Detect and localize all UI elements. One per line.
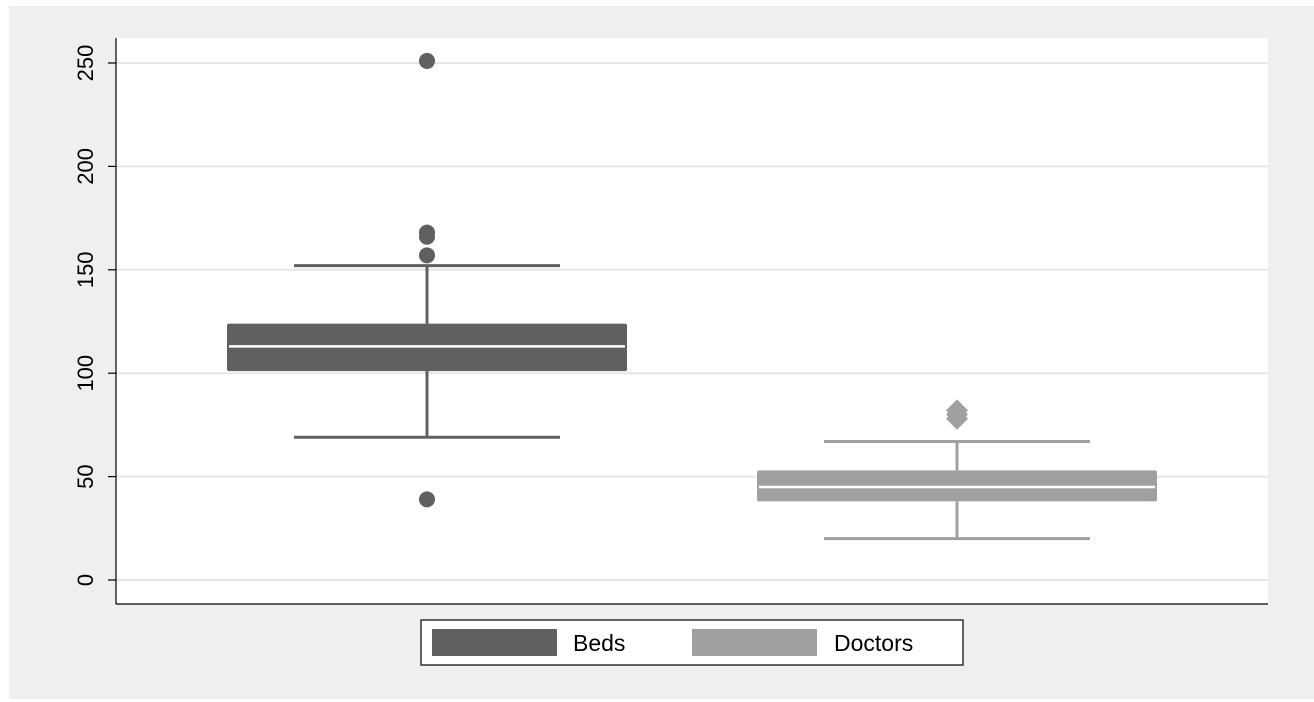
y-tick-label: 150 xyxy=(73,251,98,288)
y-tick-label: 50 xyxy=(73,464,98,488)
outlier-point xyxy=(419,52,435,69)
legend-swatch-beds xyxy=(432,629,557,656)
legend: Beds Doctors xyxy=(420,619,964,666)
legend-swatch-doctors xyxy=(692,629,817,656)
outlier-point xyxy=(419,247,435,264)
series-layer xyxy=(227,52,1157,541)
legend-label-beds: Beds xyxy=(573,630,625,656)
legend-label-doctors: Doctors xyxy=(834,630,913,656)
gridlines xyxy=(116,62,1268,581)
box-beds xyxy=(227,52,627,508)
outlier-point xyxy=(946,407,968,430)
y-tick-label: 250 xyxy=(73,45,98,82)
outlier-point xyxy=(419,228,435,245)
y-axis-ticks: 0 50 100 150 200 250 xyxy=(73,45,116,586)
box-doctors xyxy=(757,399,1157,541)
axes xyxy=(115,38,1268,605)
y-tick-label: 100 xyxy=(73,355,98,392)
outlier-point xyxy=(419,491,435,508)
y-tick-label: 0 xyxy=(73,574,98,586)
y-tick-label: 200 xyxy=(73,148,98,185)
plot-region-background xyxy=(116,38,1268,604)
